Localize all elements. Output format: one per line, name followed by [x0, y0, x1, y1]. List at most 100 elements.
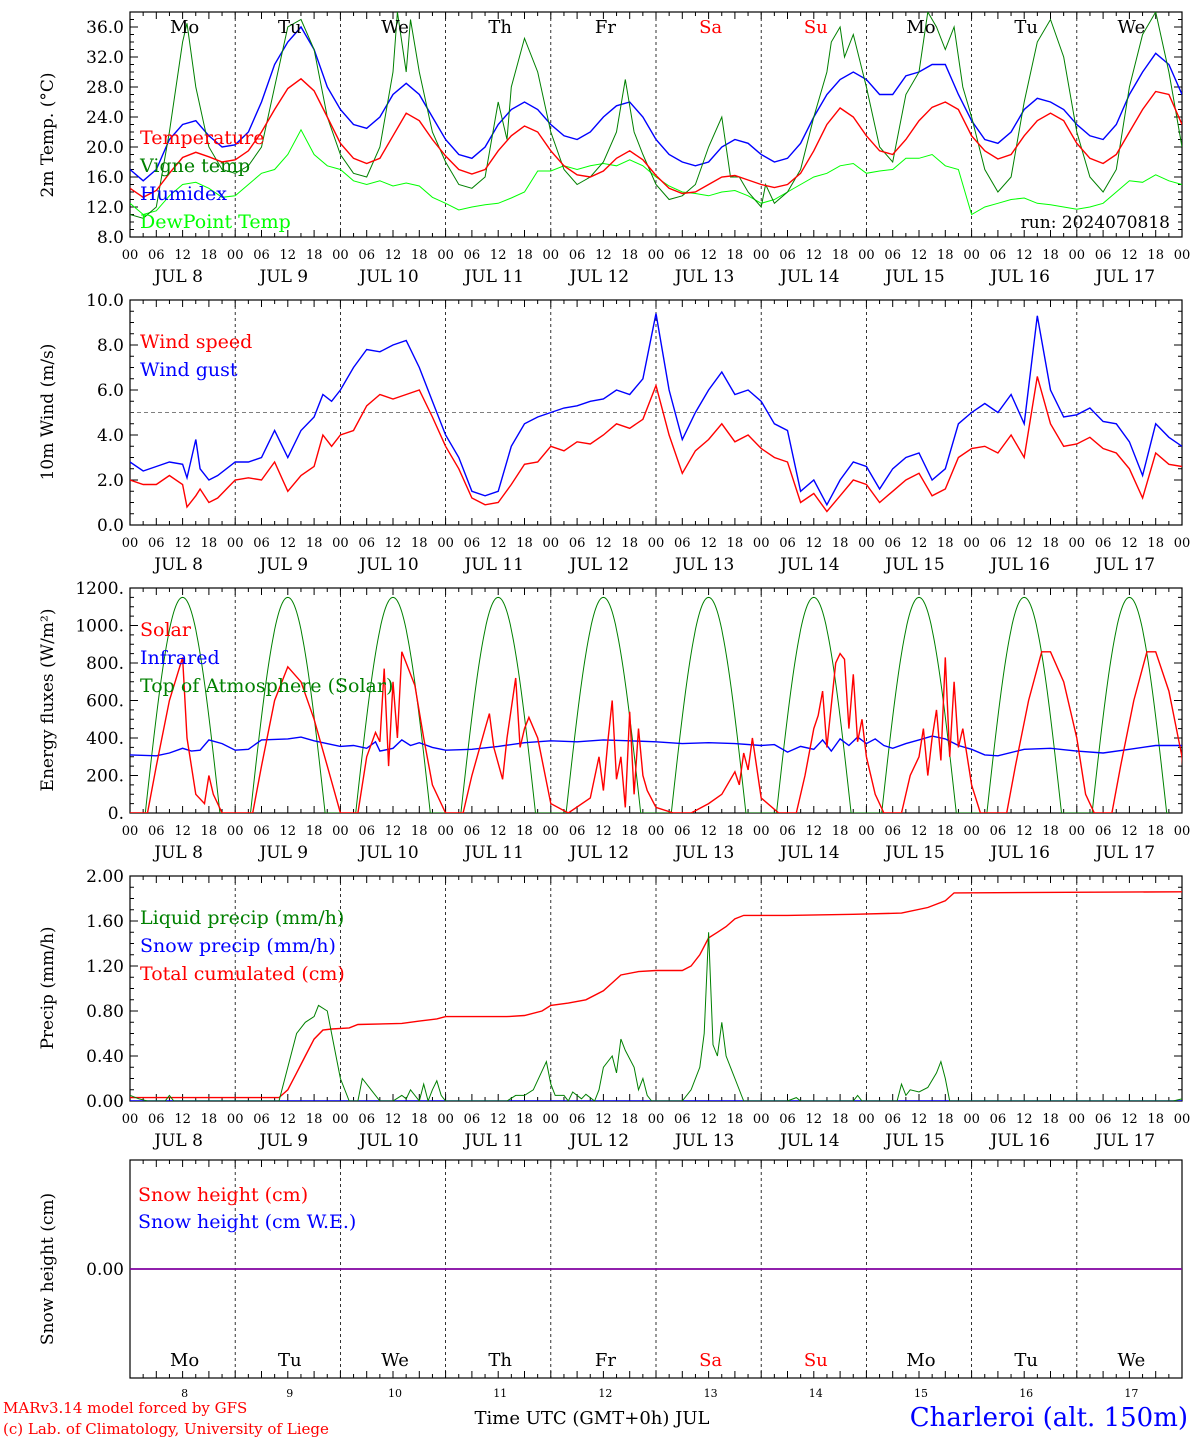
- hour-tick-label: 12: [1121, 1112, 1138, 1127]
- hour-tick-label: 12: [595, 824, 612, 839]
- footer-model-text: MARv3.14 model forced by GFS: [3, 1399, 247, 1417]
- day-number-label: 15: [914, 1387, 928, 1400]
- hour-tick-label: 06: [779, 1112, 796, 1127]
- hour-tick-label: 18: [411, 536, 428, 551]
- hour-tick-label: 12: [911, 1112, 928, 1127]
- date-label: JUL 11: [462, 843, 523, 863]
- hour-tick-label: 18: [621, 1112, 638, 1127]
- y-axis-title: Energy fluxes (W/m²): [38, 609, 58, 792]
- y-tick-label: 2.0: [97, 471, 124, 491]
- legend-entry: Wind gust: [140, 359, 238, 381]
- hour-tick-label: 18: [937, 248, 954, 263]
- hour-tick-label: 12: [1121, 536, 1138, 551]
- panel-frame: [129, 587, 1183, 814]
- hour-tick-label: 12: [174, 248, 191, 263]
- hour-tick-label: 18: [832, 824, 849, 839]
- date-label: JUL 14: [778, 267, 839, 287]
- hour-tick-label: 12: [700, 536, 717, 551]
- hour-tick-label: 06: [674, 1112, 691, 1127]
- hour-tick-label: 12: [595, 248, 612, 263]
- hour-tick-label: 12: [911, 248, 928, 263]
- date-label: JUL 11: [462, 267, 523, 287]
- date-label: JUL 10: [357, 1131, 418, 1151]
- panel-temp: 8.0 12.0 16.0 20.0 24.0 28.0 32.0 36.0 2m Temp. …: [38, 11, 1190, 287]
- hour-tick-label: 00: [227, 824, 244, 839]
- hour-tick-label: 00: [1174, 824, 1191, 839]
- weekday-label: Tu: [278, 17, 302, 38]
- hour-tick-label: 00: [122, 248, 139, 263]
- hour-tick-label: 06: [358, 824, 375, 839]
- weekday-label: Su: [804, 17, 828, 38]
- hour-tick-label: 00: [1174, 1112, 1191, 1127]
- hour-tick-label: 06: [1095, 1112, 1112, 1127]
- hour-tick-label: 12: [490, 824, 507, 839]
- hour-tick-label: 18: [832, 536, 849, 551]
- hour-tick-label: 06: [464, 824, 481, 839]
- hour-tick-label: 06: [990, 824, 1007, 839]
- hour-tick-label: 00: [858, 248, 875, 263]
- hour-tick-label: 12: [280, 248, 297, 263]
- hour-tick-label: 06: [358, 1112, 375, 1127]
- series-group: [130, 891, 1182, 1101]
- date-label: JUL 13: [673, 555, 734, 575]
- hour-tick-label: 12: [700, 1112, 717, 1127]
- hour-tick-label: 00: [332, 824, 349, 839]
- hour-tick-label: 00: [1069, 248, 1086, 263]
- day-number-label: 12: [598, 1387, 612, 1400]
- hour-tick-label: 18: [411, 1112, 428, 1127]
- hour-tick-label: 18: [1147, 248, 1164, 263]
- y-tick-label: 200.: [86, 767, 124, 787]
- date-label: JUL 13: [673, 1131, 734, 1151]
- date-label: JUL 8: [152, 555, 203, 575]
- hour-tick-label: 18: [621, 248, 638, 263]
- hour-tick-label: 18: [1147, 1112, 1164, 1127]
- hour-tick-label: 06: [569, 1112, 586, 1127]
- hour-tick-label: 18: [306, 536, 323, 551]
- y-tick-label: 1000.: [75, 617, 124, 637]
- hour-tick-label: 06: [779, 824, 796, 839]
- station-title: Charleroi (alt. 150m): [910, 1403, 1188, 1433]
- y-tick-label: 600.: [86, 692, 124, 712]
- date-label: JUL 16: [988, 1131, 1049, 1151]
- hour-tick-label: 18: [516, 824, 533, 839]
- hour-tick-label: 00: [437, 536, 454, 551]
- hour-tick-label: 00: [963, 248, 980, 263]
- y-tick-label: 36.0: [86, 18, 124, 38]
- hour-tick-label: 00: [1174, 536, 1191, 551]
- legend-entry: Liquid precip (mm/h): [140, 907, 344, 929]
- hour-tick-label: 06: [569, 824, 586, 839]
- y-axis-title: Precip (mm/h): [38, 926, 58, 1049]
- hour-tick-label: 12: [1016, 536, 1033, 551]
- hour-tick-label: 00: [332, 248, 349, 263]
- legend-entry: Solar: [140, 619, 192, 641]
- date-label: JUL 8: [152, 843, 203, 863]
- hour-tick-label: 00: [963, 824, 980, 839]
- y-tick-label: 0.0: [97, 516, 124, 536]
- weekday-label-bottom: Su: [804, 1350, 828, 1371]
- hour-tick-label: 12: [1016, 248, 1033, 263]
- y-tick-label: 1.20: [86, 957, 124, 977]
- hour-tick-label: 06: [779, 536, 796, 551]
- date-label: JUL 10: [357, 843, 418, 863]
- hour-tick-label: 06: [1095, 248, 1112, 263]
- hour-tick-label: 00: [227, 1112, 244, 1127]
- hour-tick-label: 06: [674, 536, 691, 551]
- hour-tick-label: 12: [595, 536, 612, 551]
- hour-tick-label: 18: [727, 824, 744, 839]
- weekday-label-bottom: Mo: [906, 1350, 935, 1371]
- y-tick-label: 8.0: [97, 228, 124, 248]
- hour-tick-label: 06: [884, 824, 901, 839]
- day-number-label: 8: [181, 1387, 188, 1400]
- hour-tick-label: 00: [858, 536, 875, 551]
- series-group: [130, 12, 1182, 219]
- hour-tick-label: 18: [516, 1112, 533, 1127]
- hour-tick-label: 18: [1042, 824, 1059, 839]
- day-number-label: 10: [388, 1387, 402, 1400]
- panel-frame: [129, 11, 1183, 238]
- hour-tick-label: 00: [648, 824, 665, 839]
- hour-tick-label: 12: [490, 1112, 507, 1127]
- day-number-label: 11: [493, 1387, 507, 1400]
- hour-tick-label: 12: [806, 1112, 823, 1127]
- hour-tick-label: 06: [253, 536, 270, 551]
- y-tick-label: 0.: [108, 804, 124, 824]
